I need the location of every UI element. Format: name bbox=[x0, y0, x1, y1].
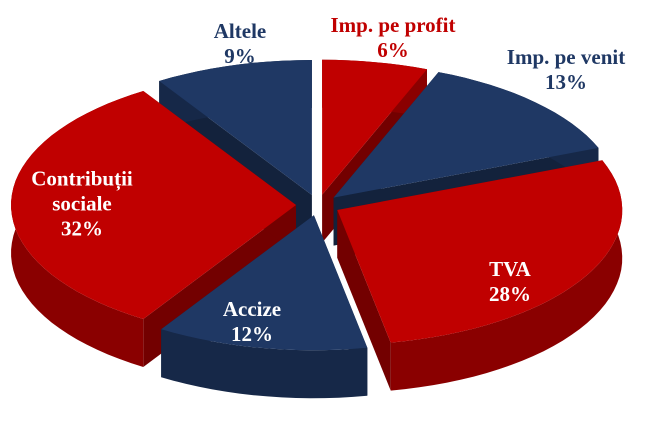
value-label: 12% bbox=[231, 322, 273, 346]
category-label: Contribuții sociale bbox=[31, 166, 133, 216]
slice bbox=[322, 59, 427, 195]
data-label: Accize 12% bbox=[187, 297, 317, 347]
data-label: TVA 28% bbox=[445, 257, 575, 307]
value-label: 28% bbox=[489, 282, 531, 306]
slice bbox=[159, 60, 312, 195]
category-label: Imp. pe profit bbox=[330, 13, 456, 37]
data-label: Imp. pe profit 6% bbox=[303, 13, 483, 63]
category-label: Imp. pe venit bbox=[506, 45, 626, 69]
category-label: Altele bbox=[213, 19, 267, 43]
slice-side bbox=[390, 160, 623, 391]
value-label: 32% bbox=[61, 216, 103, 241]
value-label: 13% bbox=[545, 70, 587, 94]
category-label: Accize bbox=[222, 297, 282, 321]
slice bbox=[161, 215, 368, 351]
value-label: 6% bbox=[377, 38, 409, 62]
slice bbox=[11, 91, 296, 319]
slice bbox=[337, 160, 623, 343]
category-label: TVA bbox=[489, 257, 531, 281]
data-label: Imp. pe venit 13% bbox=[476, 45, 651, 95]
value-label: 9% bbox=[224, 44, 256, 68]
slice-side bbox=[161, 329, 368, 399]
data-label: Altele 9% bbox=[150, 19, 330, 69]
slice-wall bbox=[337, 210, 391, 391]
slice bbox=[333, 72, 599, 198]
data-label: Contribuții sociale 32% bbox=[17, 167, 147, 242]
